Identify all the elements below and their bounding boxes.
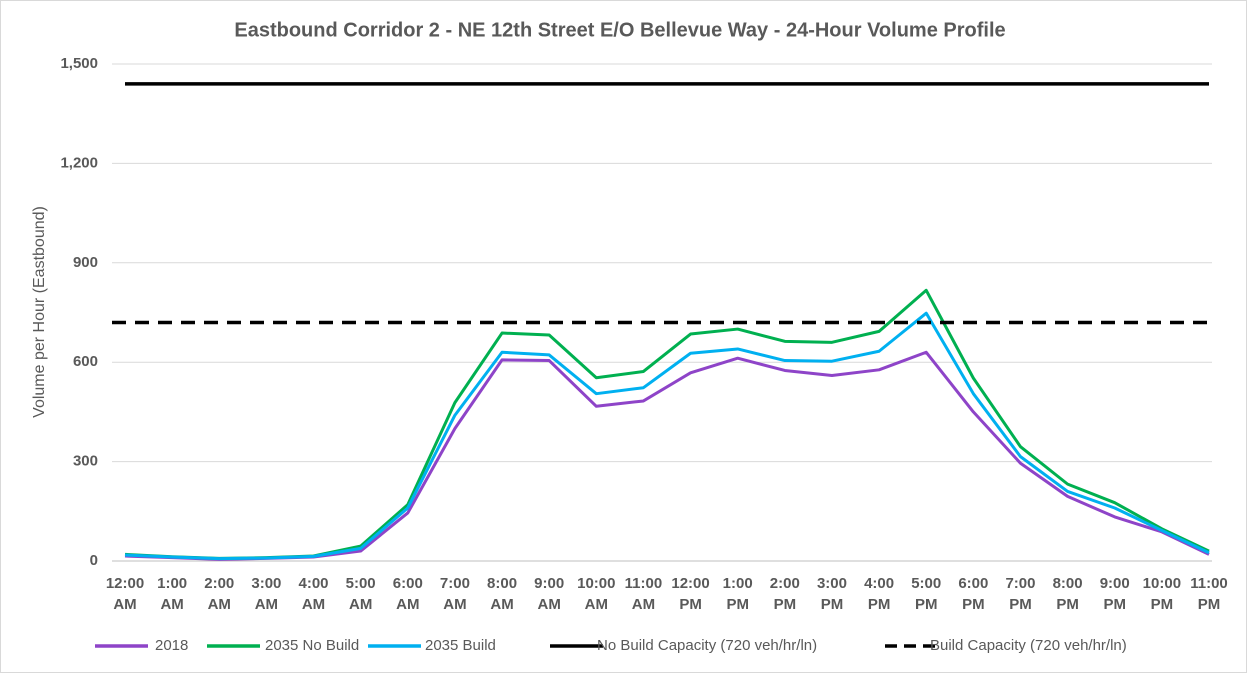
x-tick-label: 9:00 PM (1100, 575, 1130, 613)
x-tick-label: 4:00 PM (864, 575, 894, 613)
x-tick-label: 3:00 PM (817, 575, 847, 613)
x-tick-label: 12:00 AM (106, 575, 144, 613)
x-tick-label: 6:00 AM (393, 575, 423, 613)
x-tick-label: 10:00 AM (577, 575, 615, 613)
y-tick-label: 1,500 (60, 55, 98, 72)
x-tick-label: 5:00 AM (346, 575, 376, 613)
legend-label: No Build Capacity (720 veh/hr/ln) (597, 637, 817, 654)
x-tick-label: 11:00 AM (625, 575, 663, 613)
y-axis-label: Volume per Hour (Eastbound) (31, 206, 48, 418)
x-tick-label: 10:00 PM (1143, 575, 1181, 613)
legend-label: 2035 Build (425, 637, 496, 654)
x-tick-label: 4:00 AM (299, 575, 329, 613)
x-tick-label: 2:00 AM (204, 575, 234, 613)
legend-label: Build Capacity (720 veh/hr/ln) (930, 637, 1127, 654)
x-tick-label: 5:00 PM (911, 575, 941, 613)
x-tick-label: 7:00 PM (1005, 575, 1035, 613)
legend-label: 2018 (155, 637, 188, 654)
x-tick-label: 1:00 AM (157, 575, 187, 613)
chart-title: Eastbound Corridor 2 - NE 12th Street E/… (234, 19, 1005, 41)
y-tick-label: 600 (73, 353, 98, 370)
y-tick-label: 1,200 (60, 154, 98, 171)
x-tick-label: 12:00 PM (671, 575, 709, 613)
x-tick-label: 8:00 AM (487, 575, 517, 613)
y-tick-label: 300 (73, 453, 98, 470)
x-tick-label: 2:00 PM (770, 575, 800, 613)
y-tick-label: 900 (73, 254, 98, 271)
x-tick-label: 3:00 AM (251, 575, 281, 613)
x-tick-label: 8:00 PM (1053, 575, 1083, 613)
x-tick-label: 1:00 PM (723, 575, 753, 613)
legend-label: 2035 No Build (265, 637, 359, 654)
series-line (124, 311, 1210, 561)
x-tick-label: 11:00 PM (1190, 575, 1228, 613)
x-tick-label: 7:00 AM (440, 575, 470, 613)
x-tick-label: 6:00 PM (958, 575, 988, 613)
x-tick-label: 9:00 AM (534, 575, 564, 613)
y-tick-label: 0 (90, 552, 98, 569)
